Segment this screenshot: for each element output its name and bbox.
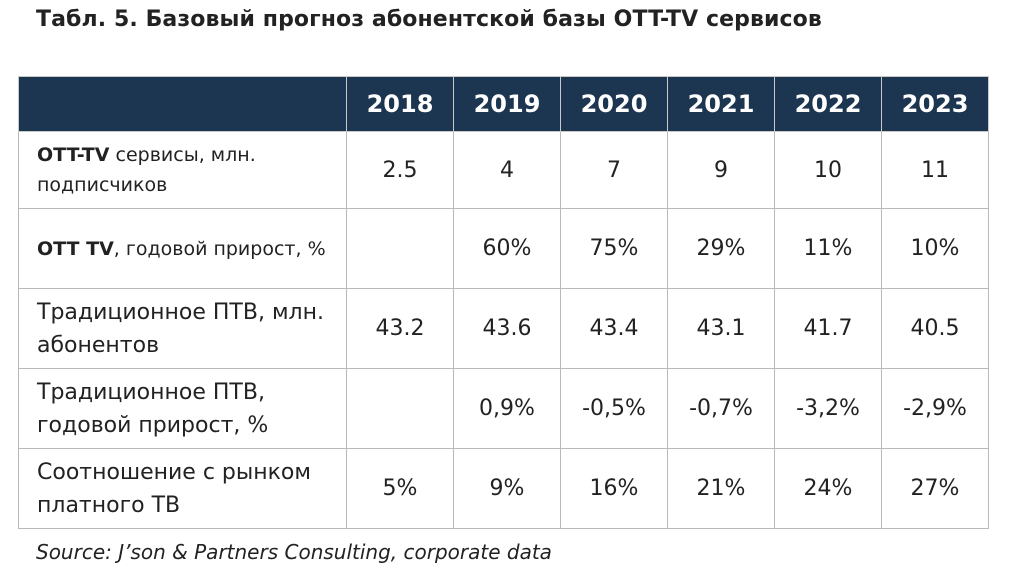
value-cell: -3,2% xyxy=(774,368,882,449)
value-cell: 11 xyxy=(881,131,989,209)
value-cell: 43.1 xyxy=(667,288,775,369)
value-cell: 16% xyxy=(560,448,668,529)
row-label-bold: OTT-TV xyxy=(37,144,110,166)
year-header-cell: 2021 xyxy=(667,76,775,132)
value-cell xyxy=(346,368,454,449)
value-cell: 21% xyxy=(667,448,775,529)
year-header-cell: 2023 xyxy=(881,76,989,132)
value-cell: 5% xyxy=(346,448,454,529)
header-row: 2018 2019 2020 2021 2022 2023 xyxy=(18,76,989,132)
row-label: Традиционное ПТВ, млн. абонентов xyxy=(18,288,347,369)
value-cell: 40.5 xyxy=(881,288,989,369)
table-row: Соотношение с рынком платного ТВ 5% 9% 1… xyxy=(18,448,989,529)
table-row: Традиционное ПТВ, годовой прирост, % 0,9… xyxy=(18,368,989,449)
value-cell: 43.6 xyxy=(453,288,561,369)
value-cell: 0,9% xyxy=(453,368,561,449)
row-label: OTT TV, годовой прирост, % xyxy=(18,208,347,289)
value-cell: 4 xyxy=(453,131,561,209)
row-label-text: Традиционное ПТВ, млн. абонентов xyxy=(37,299,324,358)
year-header-cell: 2018 xyxy=(346,76,454,132)
year-header-cell: 2019 xyxy=(453,76,561,132)
table-title: Табл. 5. Базовый прогноз абонентской баз… xyxy=(36,7,822,32)
value-cell: 10 xyxy=(774,131,882,209)
value-cell: 2.5 xyxy=(346,131,454,209)
value-cell: -0,7% xyxy=(667,368,775,449)
row-label-text: Соотношение с рынком платного ТВ xyxy=(37,459,311,518)
value-cell: 9% xyxy=(453,448,561,529)
year-header-cell: 2020 xyxy=(560,76,668,132)
value-cell: -0,5% xyxy=(560,368,668,449)
value-cell: 29% xyxy=(667,208,775,289)
value-cell: 43.2 xyxy=(346,288,454,369)
year-header-cell: 2022 xyxy=(774,76,882,132)
value-cell: 10% xyxy=(881,208,989,289)
header-corner-cell xyxy=(18,76,347,132)
table-row: Традиционное ПТВ, млн. абонентов 43.2 43… xyxy=(18,288,989,369)
table-row: OTT TV, годовой прирост, % 60% 75% 29% 1… xyxy=(18,208,989,289)
value-cell: 75% xyxy=(560,208,668,289)
value-cell: 41.7 xyxy=(774,288,882,369)
value-cell: 9 xyxy=(667,131,775,209)
row-label-bold: OTT TV xyxy=(37,237,114,260)
value-cell: 27% xyxy=(881,448,989,529)
value-cell: -2,9% xyxy=(881,368,989,449)
value-cell: 11% xyxy=(774,208,882,289)
row-label: Соотношение с рынком платного ТВ xyxy=(18,448,347,529)
value-cell: 43.4 xyxy=(560,288,668,369)
value-cell: 7 xyxy=(560,131,668,209)
row-label-text: , годовой прирост, % xyxy=(113,237,326,260)
source-note: Source: J’son & Partners Consulting, cor… xyxy=(36,540,552,564)
row-label: Традиционное ПТВ, годовой прирост, % xyxy=(18,368,347,449)
value-cell: 60% xyxy=(453,208,561,289)
value-cell xyxy=(346,208,454,289)
row-label-text: сервисы, млн. подписчиков xyxy=(37,144,256,196)
value-cell: 24% xyxy=(774,448,882,529)
forecast-table: 2018 2019 2020 2021 2022 2023 OTT-TV сер… xyxy=(18,76,989,529)
table-row: OTT-TV сервисы, млн. подписчиков 2.5 4 7… xyxy=(18,131,989,209)
row-label: OTT-TV сервисы, млн. подписчиков xyxy=(18,131,347,209)
row-label-text: Традиционное ПТВ, годовой прирост, % xyxy=(37,379,269,438)
